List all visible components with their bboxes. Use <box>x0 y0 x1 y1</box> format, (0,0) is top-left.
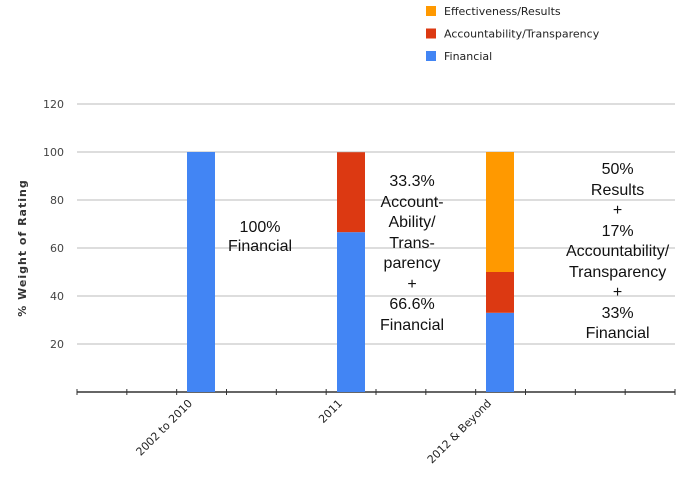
x-tick-label: 2012 & Beyond <box>425 397 494 466</box>
y-tick-label: 40 <box>50 290 64 303</box>
y-tick-label: 60 <box>50 242 64 255</box>
legend-label: Effectiveness/Results <box>444 5 561 18</box>
legend-swatch <box>426 6 436 16</box>
legend-swatch <box>426 28 436 39</box>
annotation-2011: 33.3% Account- Ability/ Trans- parency +… <box>380 173 445 334</box>
legend-swatch <box>426 51 436 61</box>
y-tick-label: 80 <box>50 194 64 207</box>
bar-segment <box>337 232 365 392</box>
annotation-2002: 100% Financial <box>228 219 293 255</box>
y-tick-label: 20 <box>50 338 64 351</box>
bar-segment <box>486 272 514 313</box>
x-tick-label: 2011 <box>316 397 345 426</box>
x-tick-label: 2002 to 2010 <box>134 397 196 459</box>
annotation-2012: 50% Results + 17% Accountability/ Transp… <box>566 161 670 342</box>
bar-segment <box>337 152 365 233</box>
legend-label: Accountability/Transparency <box>444 28 600 41</box>
bar-segment <box>486 152 514 272</box>
y-tick-label: 100 <box>43 146 64 159</box>
bar-segment <box>187 152 215 392</box>
y-tick-label: 120 <box>43 98 64 111</box>
y-axis-label: % Weight of Rating <box>16 179 29 316</box>
bar-segment <box>486 312 514 392</box>
legend-label: Financial <box>444 50 492 63</box>
